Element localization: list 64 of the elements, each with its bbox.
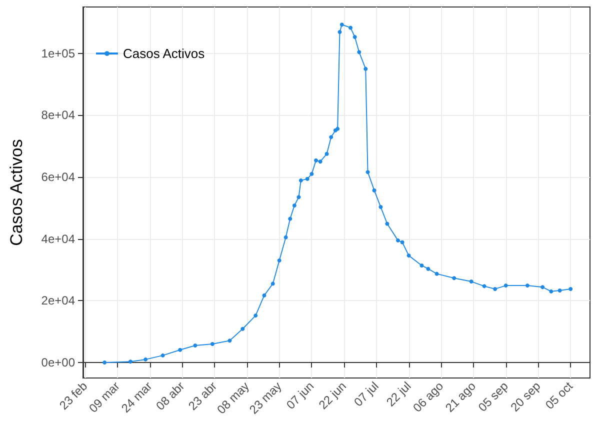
point [144, 357, 148, 362]
point [493, 286, 498, 291]
point [262, 293, 266, 298]
point [525, 284, 530, 288]
point [228, 338, 232, 343]
point [128, 360, 132, 364]
point [305, 176, 310, 181]
point [482, 284, 486, 288]
y-tick-label: 6e+04 [41, 170, 76, 184]
point [288, 216, 292, 221]
point [284, 235, 288, 240]
point [318, 160, 322, 164]
point [277, 258, 282, 263]
point [504, 284, 508, 288]
y-tick-label: 0e+00 [41, 356, 76, 370]
point [452, 276, 456, 280]
point [420, 263, 424, 268]
point [178, 348, 182, 352]
point [160, 353, 165, 358]
point [400, 240, 404, 244]
point [364, 66, 368, 71]
point [396, 238, 400, 242]
point [378, 205, 383, 210]
point [329, 135, 334, 140]
point [348, 26, 353, 30]
point [357, 50, 362, 54]
point [426, 266, 430, 271]
point [102, 360, 107, 365]
point [336, 126, 340, 131]
point [296, 195, 301, 200]
y-tick-label: 1e+05 [41, 46, 76, 60]
legend-label: Casos Activos [123, 46, 206, 61]
point [540, 285, 545, 290]
point [210, 342, 214, 346]
point [406, 254, 411, 258]
point [310, 172, 314, 176]
point [240, 326, 245, 331]
point [324, 152, 329, 156]
point [352, 34, 357, 39]
x-tick-label: 07 jul [351, 379, 382, 410]
y-tick-label: 2e+04 [41, 294, 76, 308]
point [340, 22, 344, 27]
x-tick-label: 08 abr [153, 379, 188, 413]
point [366, 170, 370, 174]
point [434, 272, 439, 276]
point [568, 286, 573, 291]
point [338, 30, 342, 34]
y-tick-label: 4e+04 [41, 232, 76, 246]
point [558, 288, 562, 293]
point [292, 203, 296, 208]
point [193, 344, 198, 348]
point [469, 280, 474, 284]
point [298, 178, 303, 182]
point [385, 222, 390, 226]
point [254, 314, 258, 318]
y-axis-title: Casos Activos [7, 139, 26, 246]
x-tick-label: 22 jun [316, 379, 349, 412]
point [372, 188, 376, 192]
point [314, 158, 318, 162]
x-tick-label: 05 oct [542, 378, 576, 412]
x-tick-label: 07 jun [284, 379, 317, 412]
point [270, 282, 275, 286]
point [549, 289, 554, 294]
y-tick-label: 8e+04 [41, 108, 76, 122]
